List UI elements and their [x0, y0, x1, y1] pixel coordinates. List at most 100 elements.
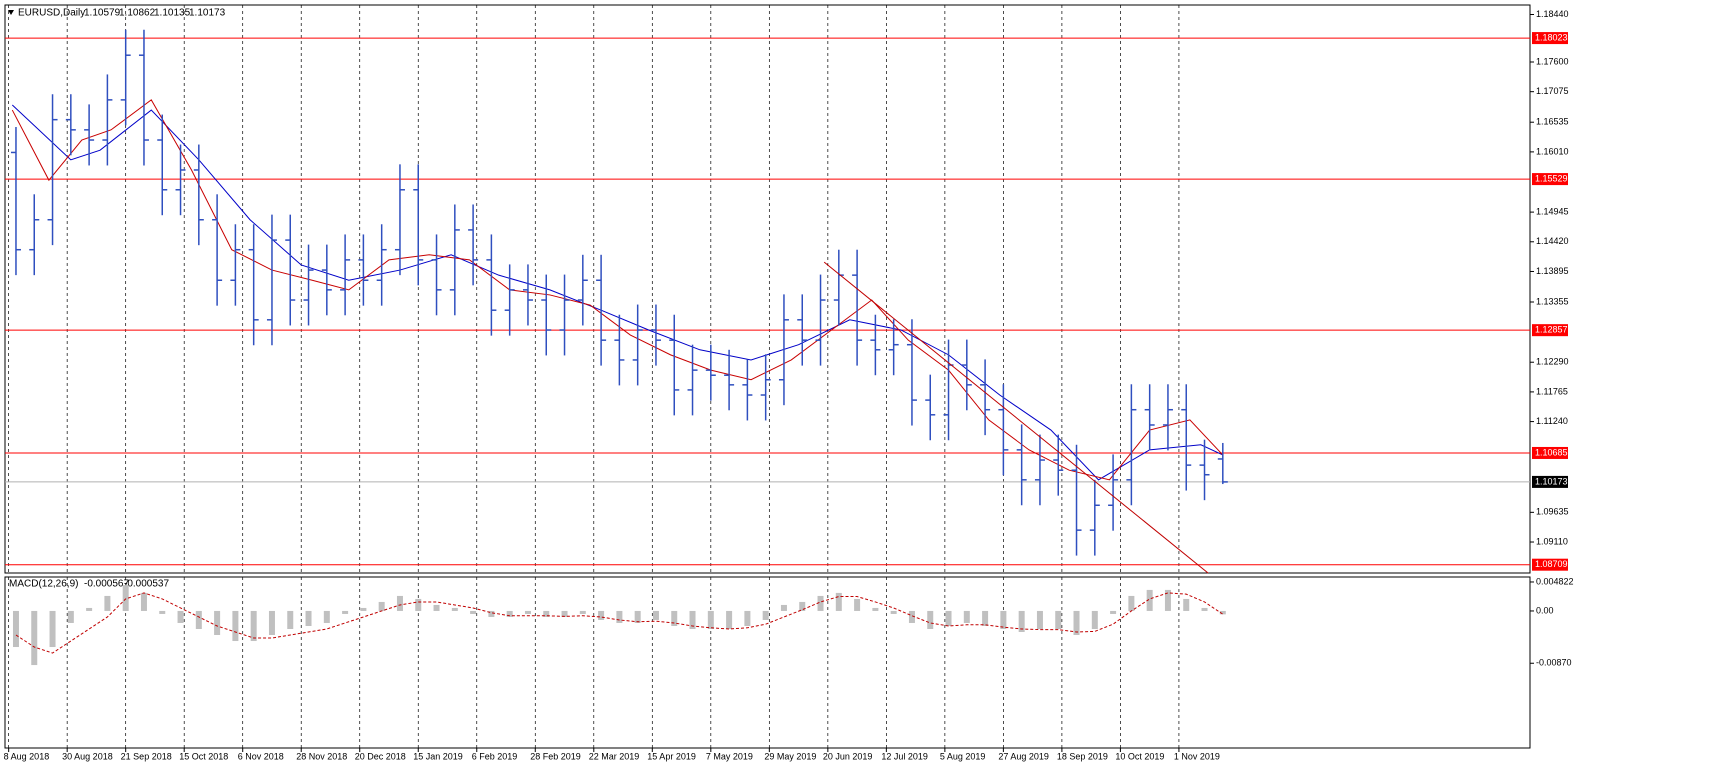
x-tick-label: 10 Oct 2019 — [1115, 751, 1164, 761]
macd-bar — [726, 610, 733, 629]
x-tick-label: 6 Feb 2019 — [472, 751, 518, 761]
macd-bar — [1219, 610, 1226, 615]
macd-bar — [835, 592, 842, 611]
x-tick-label: 7 May 2019 — [706, 751, 753, 761]
y-tick-label: 1.13895 — [1536, 266, 1569, 276]
x-tick-label: 20 Jun 2019 — [823, 751, 873, 761]
x-tick-label: 28 Feb 2019 — [530, 751, 581, 761]
level-label: 1.12857 — [1535, 325, 1568, 335]
macd-bar — [140, 592, 147, 611]
macd-bar — [1110, 610, 1117, 614]
macd-signal-value: -0.000537 — [124, 579, 169, 590]
x-tick-label: 28 Nov 2018 — [296, 751, 347, 761]
macd-bar — [1201, 607, 1208, 611]
macd-bar — [104, 595, 111, 611]
macd-bar — [927, 610, 934, 629]
macd-bar — [890, 610, 897, 614]
macd-bar — [177, 610, 184, 623]
x-tick-label: 12 Jul 2019 — [881, 751, 928, 761]
x-tick-label: 27 Aug 2019 — [998, 751, 1049, 761]
x-tick-label: 5 Aug 2019 — [940, 751, 986, 761]
x-tick-label: 21 Sep 2018 — [121, 751, 172, 761]
macd-bar — [67, 610, 74, 623]
macd-bar — [854, 598, 861, 611]
y-tick-label: 0.004822 — [1536, 576, 1574, 586]
header-open: 1.10579 — [84, 8, 121, 19]
level-label-box — [1532, 32, 1568, 45]
y-tick-label: 1.17075 — [1536, 86, 1569, 96]
x-tick-label: 1 Nov 2019 — [1174, 751, 1220, 761]
macd-bar — [360, 607, 367, 611]
level-label: 1.15529 — [1535, 173, 1568, 183]
x-tick-label: 18 Sep 2019 — [1057, 751, 1108, 761]
macd-bar — [1091, 610, 1098, 629]
macd-bar — [561, 610, 568, 617]
macd-bar — [433, 604, 440, 611]
macd-bar — [762, 610, 769, 620]
x-tick-label: 15 Oct 2018 — [179, 751, 228, 761]
x-tick-label: 30 Aug 2018 — [62, 751, 113, 761]
macd-bar — [49, 610, 56, 648]
macd-bar — [506, 610, 513, 617]
macd-bar — [488, 610, 495, 617]
macd-bar — [1164, 589, 1171, 611]
macd-bar — [799, 601, 806, 611]
y-tick-label: 0.00 — [1536, 605, 1554, 615]
macd-bar — [31, 610, 38, 666]
level-label-box — [1532, 173, 1568, 186]
macd-bar — [744, 610, 751, 626]
x-tick-label: 15 Jan 2019 — [413, 751, 463, 761]
macd-bar — [598, 610, 605, 620]
macd-bar — [908, 610, 915, 623]
menu-arrow[interactable] — [8, 10, 14, 15]
macd-bar — [872, 607, 879, 611]
header-high: 1.10862 — [119, 8, 156, 19]
macd-bar — [1128, 595, 1135, 611]
y-tick-label: 1.14420 — [1536, 236, 1569, 246]
y-tick-label: 1.13355 — [1536, 296, 1569, 306]
header-close: 1.10173 — [189, 8, 226, 19]
macd-bar — [1000, 610, 1007, 629]
level-label: 1.10685 — [1535, 447, 1568, 457]
macd-bar — [195, 610, 202, 629]
macd-bar — [524, 610, 531, 614]
y-tick-label: 1.11765 — [1536, 386, 1568, 396]
macd-bar — [232, 610, 239, 642]
macd-bar — [707, 610, 714, 629]
header-low: 1.10135 — [154, 8, 191, 19]
current-price-box — [1532, 475, 1568, 488]
macd-bar — [305, 610, 312, 626]
macd-bar — [616, 610, 623, 623]
macd-bar — [214, 610, 221, 636]
macd-bar — [378, 601, 385, 611]
level-label-box — [1532, 558, 1568, 571]
y-tick-label: 1.16535 — [1536, 117, 1569, 127]
macd-bar — [945, 610, 952, 626]
symbol-label: EURUSD,Daily — [18, 8, 85, 19]
macd-bar — [287, 610, 294, 629]
macd-bar — [1018, 610, 1025, 632]
macd-bar — [689, 610, 696, 629]
macd-bar — [543, 610, 550, 617]
macd-bar — [1055, 610, 1062, 629]
macd-panel — [4, 576, 1531, 749]
level-label-box — [1532, 324, 1568, 337]
y-tick-label: 1.18440 — [1536, 9, 1569, 19]
macd-bar — [86, 607, 93, 611]
macd-bar — [342, 610, 349, 614]
level-label: 1.18023 — [1535, 32, 1568, 42]
moving-average — [11, 104, 1224, 481]
x-tick-label: 6 Nov 2018 — [238, 751, 284, 761]
macd-bar — [1036, 610, 1043, 629]
y-tick-label: 1.14945 — [1536, 206, 1569, 216]
y-tick-label: 1.09110 — [1536, 536, 1568, 546]
macd-signal — [15, 592, 1224, 654]
level-label: 1.08709 — [1535, 559, 1568, 569]
y-tick-label: 1.17600 — [1536, 56, 1569, 66]
macd-bar — [415, 598, 422, 611]
macd-bar — [1183, 598, 1190, 611]
macd-bar — [780, 604, 787, 611]
macd-bar — [579, 610, 586, 614]
macd-bar — [671, 610, 678, 626]
macd-bar — [982, 610, 989, 626]
